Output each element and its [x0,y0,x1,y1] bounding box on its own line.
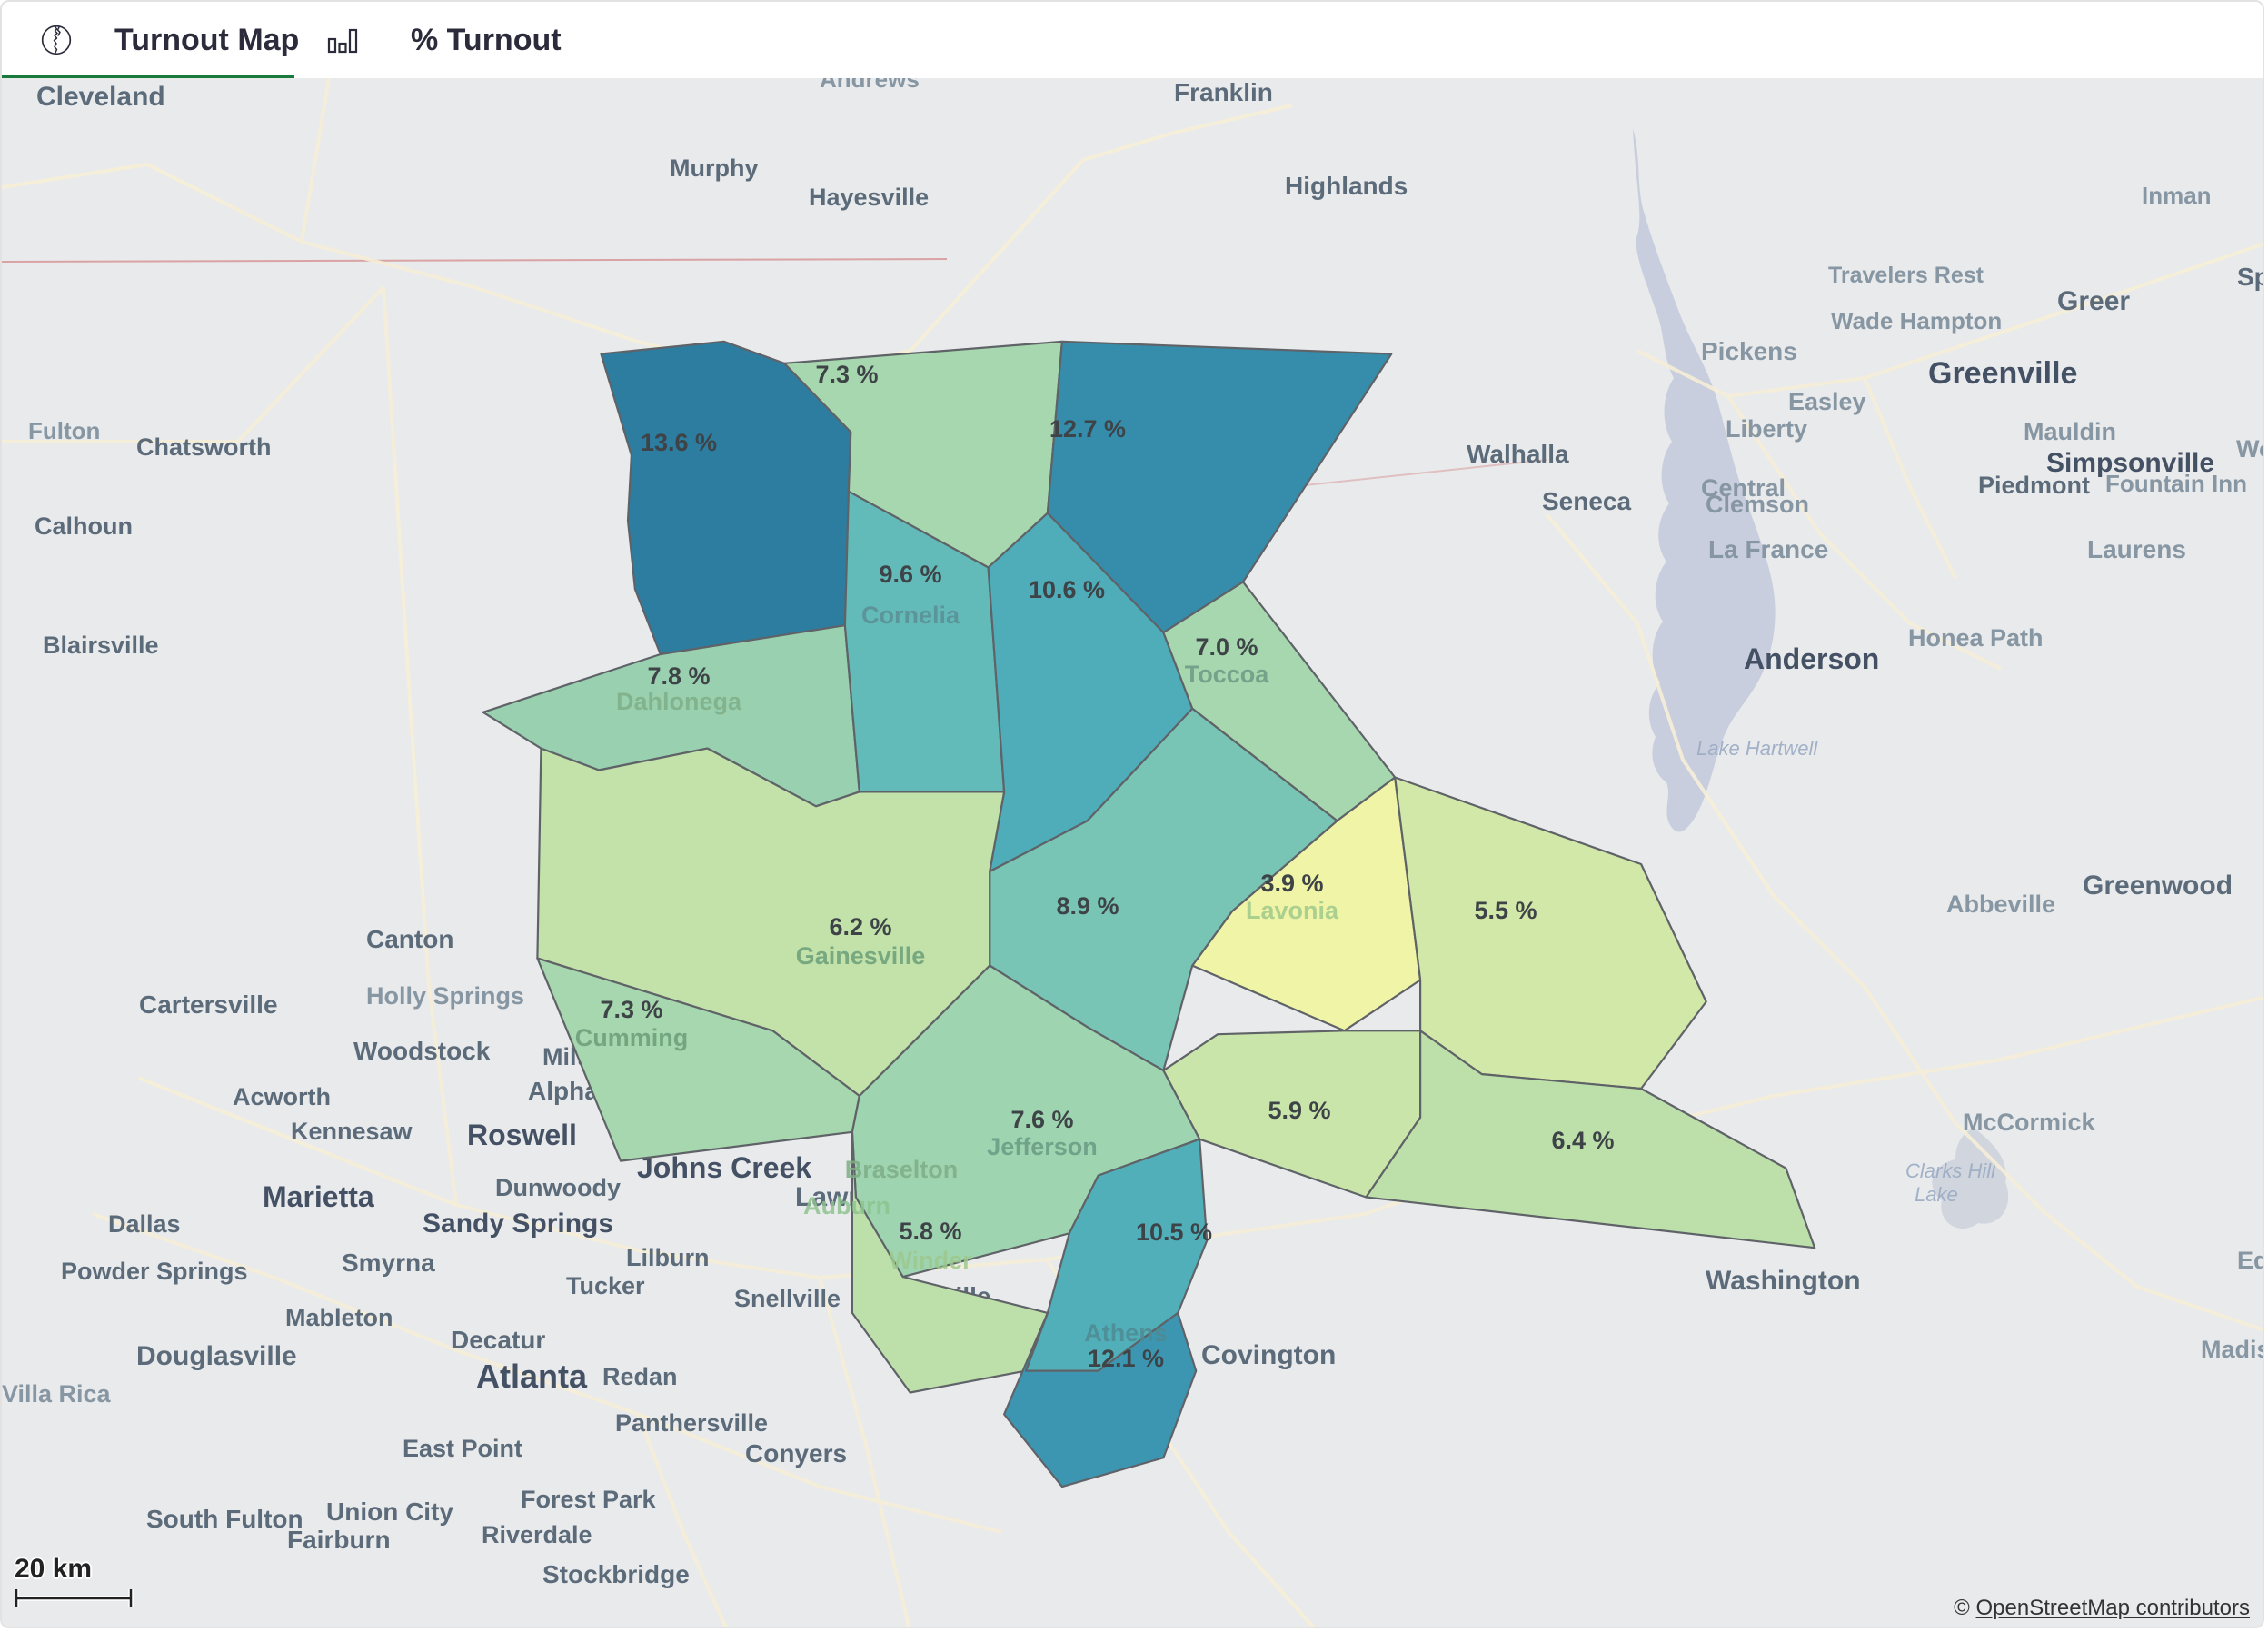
svg-text:Cumming: Cumming [575,1024,689,1051]
svg-text:6.4 %: 6.4 % [1551,1127,1614,1154]
svg-text:Lavonia: Lavonia [1246,897,1339,924]
svg-text:7.0 %: 7.0 % [1195,633,1258,661]
svg-text:6.2 %: 6.2 % [829,913,891,940]
svg-text:5.8 %: 5.8 % [899,1218,961,1245]
svg-text:5.5 %: 5.5 % [1474,897,1537,924]
svg-text:3.9 %: 3.9 % [1260,870,1323,897]
svg-text:Athens: Athens [1084,1319,1168,1347]
svg-text:7.3 %: 7.3 % [815,361,878,388]
svg-text:Braselton: Braselton [845,1156,959,1183]
svg-text:10.6 %: 10.6 % [1029,576,1105,603]
svg-text:5.9 %: 5.9 % [1268,1097,1330,1124]
svg-text:Toccoa: Toccoa [1185,661,1270,688]
svg-text:Dahlonega: Dahlonega [616,688,742,715]
svg-text:Winder: Winder [889,1247,972,1274]
svg-text:Cornelia: Cornelia [861,602,960,629]
svg-text:12.7 %: 12.7 % [1049,415,1126,443]
svg-text:7.3 %: 7.3 % [600,996,662,1023]
svg-text:Jefferson: Jefferson [987,1133,1098,1160]
svg-text:8.9 %: 8.9 % [1056,892,1119,920]
svg-text:13.6 %: 13.6 % [641,429,717,456]
svg-text:10.5 %: 10.5 % [1136,1219,1212,1246]
svg-text:12.1 %: 12.1 % [1088,1345,1164,1372]
svg-text:Auburn: Auburn [803,1192,890,1219]
svg-text:7.8 %: 7.8 % [647,662,710,690]
svg-text:7.6 %: 7.6 % [1010,1106,1073,1133]
svg-text:Gainesville: Gainesville [796,942,926,970]
svg-text:9.6 %: 9.6 % [879,561,941,588]
